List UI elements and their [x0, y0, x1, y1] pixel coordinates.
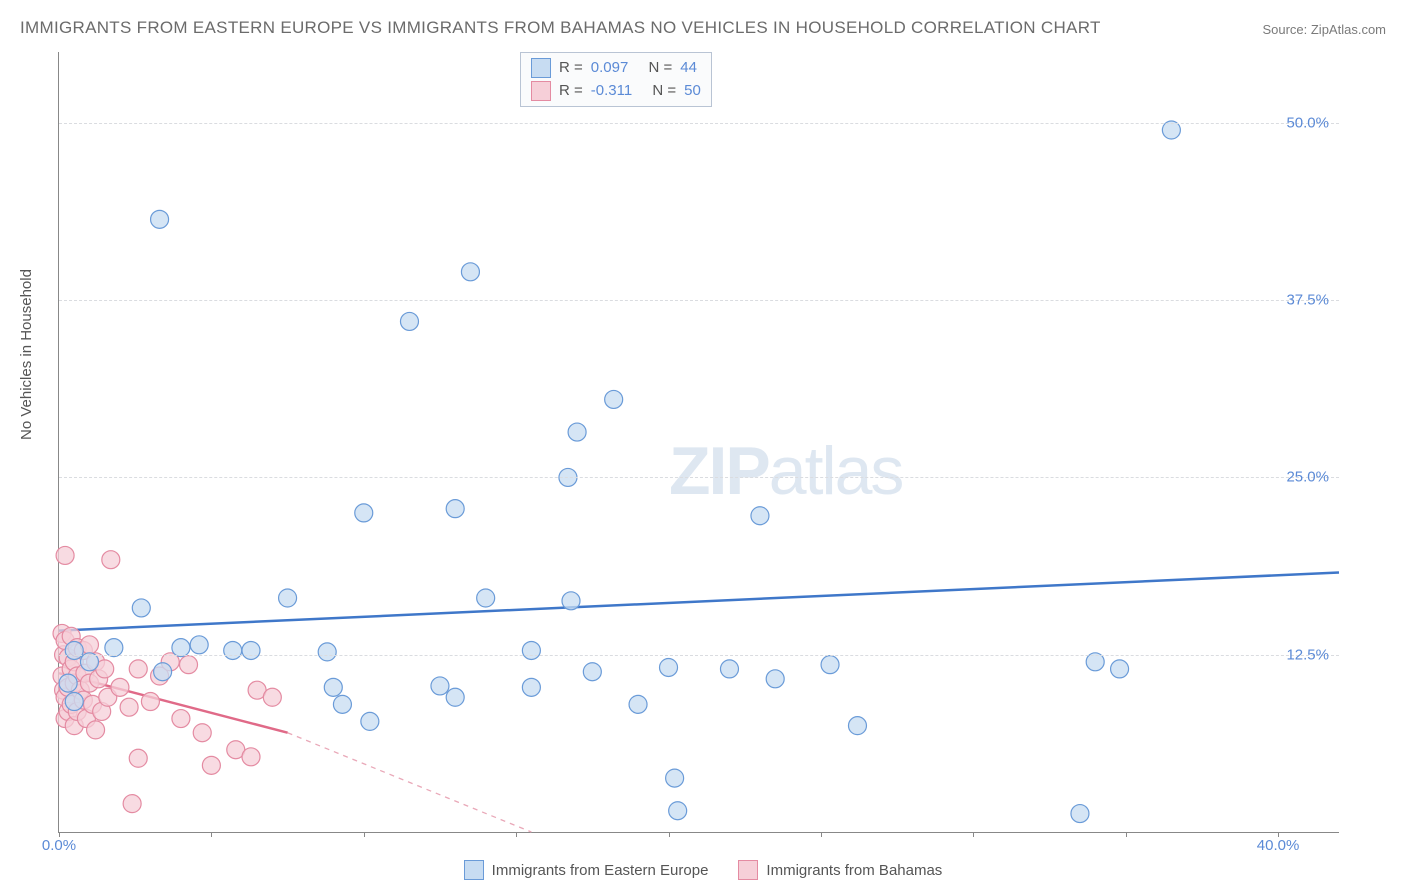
swatch-blue-icon: [531, 58, 551, 78]
y-tick-label: 50.0%: [1286, 114, 1329, 131]
chart-svg: [59, 52, 1339, 832]
legend-item: Immigrants from Eastern Europe: [464, 860, 709, 880]
gridline: [59, 300, 1339, 301]
legend-stats-row: R = -0.311 N = 50: [531, 80, 701, 103]
x-tick-mark: [1126, 832, 1127, 837]
n-value: 44: [680, 57, 697, 80]
gridline: [59, 655, 1339, 656]
plot-area: ZIPatlas 12.5%25.0%37.5%50.0%0.0%40.0%: [58, 52, 1339, 833]
y-tick-label: 25.0%: [1286, 469, 1329, 486]
legend-series: Immigrants from Eastern Europe Immigrant…: [0, 860, 1406, 880]
r-label: R =: [559, 57, 583, 80]
x-tick-mark: [669, 832, 670, 837]
swatch-blue-icon: [464, 860, 484, 880]
gridline: [59, 477, 1339, 478]
r-value: 0.097: [591, 57, 629, 80]
x-tick-mark: [821, 832, 822, 837]
r-label: R =: [559, 80, 583, 103]
x-tick-mark: [516, 832, 517, 837]
legend-stats-row: R = 0.097 N = 44: [531, 57, 701, 80]
source-label: Source: ZipAtlas.com: [1262, 22, 1386, 37]
swatch-pink-icon: [531, 81, 551, 101]
x-tick-label: 40.0%: [1257, 837, 1300, 854]
n-label: N =: [652, 80, 676, 103]
y-tick-label: 12.5%: [1286, 646, 1329, 663]
x-tick-label: 0.0%: [42, 837, 76, 854]
gridline: [59, 123, 1339, 124]
legend-item: Immigrants from Bahamas: [738, 860, 942, 880]
n-label: N =: [648, 57, 672, 80]
x-tick-mark: [364, 832, 365, 837]
y-axis-label: No Vehicles in Household: [18, 269, 35, 440]
r-value: -0.311: [591, 80, 632, 103]
x-tick-mark: [211, 832, 212, 837]
swatch-pink-icon: [738, 860, 758, 880]
n-value: 50: [684, 80, 701, 103]
x-tick-mark: [973, 832, 974, 837]
legend-stats: R = 0.097 N = 44 R = -0.311 N = 50: [520, 52, 712, 107]
y-tick-label: 37.5%: [1286, 292, 1329, 309]
legend-label: Immigrants from Bahamas: [766, 862, 942, 879]
legend-label: Immigrants from Eastern Europe: [492, 862, 709, 879]
chart-title: IMMIGRANTS FROM EASTERN EUROPE VS IMMIGR…: [20, 18, 1101, 38]
